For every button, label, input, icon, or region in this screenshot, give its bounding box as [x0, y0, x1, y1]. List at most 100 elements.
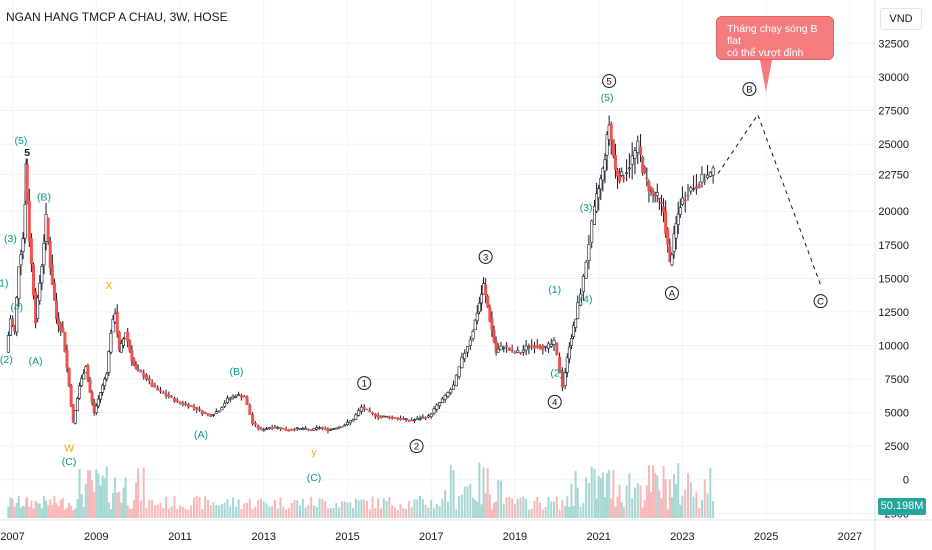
candle-body — [670, 254, 674, 266]
volume-bar — [673, 474, 676, 518]
candle-body — [601, 168, 605, 181]
volume-bar — [606, 473, 609, 518]
candle-body — [603, 159, 607, 172]
candle-body — [345, 421, 349, 425]
volume-bar — [324, 501, 327, 518]
candle-body — [584, 261, 588, 279]
volume-bar — [679, 504, 682, 518]
candle-body — [362, 406, 366, 410]
volume-value-badge: 50.198M — [878, 498, 926, 515]
volume-bar — [553, 501, 556, 518]
candle-body — [348, 420, 352, 424]
volume-bar — [525, 498, 528, 518]
annotation-callout[interactable]: Tháng chạy sóng B flat có thể vượt đỉnh — [716, 16, 834, 60]
candle-body — [524, 345, 528, 351]
volume-bar — [201, 509, 204, 518]
candle-body — [119, 343, 123, 353]
candle-body — [284, 428, 288, 431]
candle-body — [674, 223, 678, 239]
volume-bar — [89, 470, 92, 518]
volume-bar — [299, 505, 302, 518]
volume-bar — [660, 498, 663, 518]
wave-circle-label: 5 — [607, 77, 612, 88]
wave-circle — [357, 376, 372, 391]
wave-circle-label: 1 — [362, 379, 367, 390]
volume-bar — [251, 508, 254, 518]
candle-body — [126, 331, 130, 342]
x-tick-label: 2027 — [838, 531, 862, 543]
volume-bar — [555, 496, 558, 518]
wave-label: (4) — [580, 294, 593, 306]
candle-body — [301, 428, 305, 431]
volume-bar — [15, 502, 18, 518]
candle-body — [678, 207, 682, 215]
volume-bar — [352, 508, 355, 518]
volume-bar — [240, 509, 243, 518]
wave-label: (A) — [194, 429, 208, 441]
candle-body — [334, 427, 338, 430]
candle-body — [376, 414, 380, 418]
candle-body — [105, 373, 109, 380]
volume-bar — [645, 485, 648, 518]
volume-bar — [650, 492, 653, 518]
candle-body — [153, 385, 157, 388]
volume-bar — [570, 483, 573, 518]
candle-body — [544, 345, 548, 348]
volume-bar — [416, 499, 419, 518]
volume-bar — [19, 507, 22, 518]
volume-bar — [307, 505, 310, 518]
volume-bar — [427, 507, 430, 518]
volume-bar — [190, 505, 193, 518]
candle-body — [530, 345, 534, 347]
volume-bar — [490, 509, 493, 518]
volume-bar — [195, 495, 198, 518]
volume-bar — [254, 506, 257, 518]
candle-body — [279, 427, 283, 430]
volume-bar — [101, 475, 104, 518]
volume-bar — [480, 504, 483, 518]
currency-selector[interactable]: VND — [880, 8, 922, 30]
volume-bar — [363, 499, 366, 518]
volume-bar — [215, 504, 218, 518]
candle-body — [96, 398, 100, 407]
volume-bar — [695, 491, 698, 518]
candle-body — [42, 243, 46, 266]
candle-body — [217, 410, 221, 413]
candle-body — [633, 150, 637, 159]
volume-bar — [51, 504, 54, 518]
volume-bar — [45, 500, 48, 518]
candle-body — [19, 254, 23, 266]
candle-body — [132, 358, 136, 365]
wave-label: (2) — [550, 367, 563, 379]
volume-bar — [257, 500, 260, 518]
candle-body — [306, 428, 310, 431]
wave-label: (C) — [307, 472, 322, 484]
candle-body — [136, 369, 140, 371]
candle-body — [231, 395, 235, 399]
volume-bar — [668, 479, 671, 518]
candle-body — [479, 293, 483, 304]
candle-body — [620, 171, 624, 176]
candle-body — [490, 318, 494, 331]
volume-bar — [7, 506, 10, 518]
volume-bar — [587, 483, 590, 518]
wave-label: (5) — [15, 135, 28, 147]
candle-body — [576, 302, 580, 319]
candle-body — [61, 327, 65, 332]
volume-bar — [209, 505, 212, 518]
volume-bar — [357, 500, 360, 518]
volume-bar — [206, 499, 209, 518]
volume-bar — [706, 493, 709, 518]
volume-bar — [126, 505, 129, 518]
candle-body — [186, 404, 190, 408]
candle-body — [304, 427, 308, 430]
candle-body — [323, 427, 327, 430]
volume-bar — [366, 500, 369, 518]
volume-bar — [246, 502, 249, 518]
wave-label: (B) — [230, 366, 244, 378]
volume-bar — [666, 509, 669, 518]
candle-body — [73, 410, 77, 424]
callout-line-1: Tháng chạy sóng B flat — [727, 23, 818, 47]
candle-body — [6, 335, 10, 353]
